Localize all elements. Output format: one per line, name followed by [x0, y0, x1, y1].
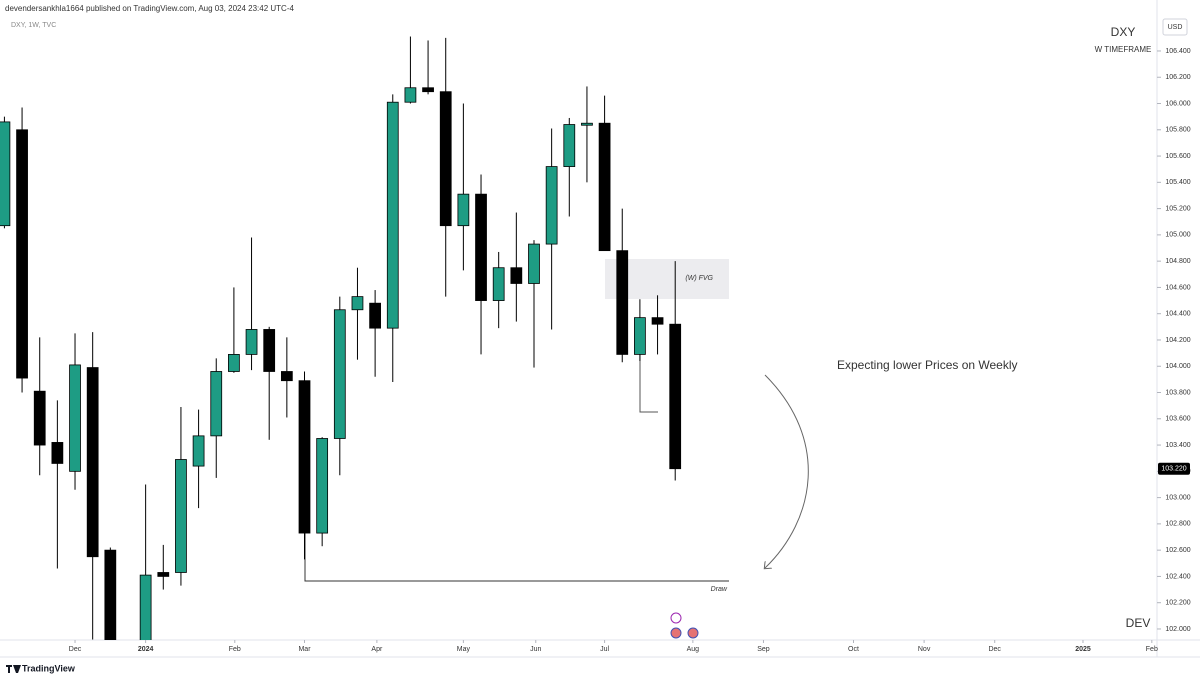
candle-body [16, 129, 28, 379]
candle-body [422, 87, 434, 93]
note: Expecting lower Prices on Weekly [837, 358, 1018, 372]
symbol-info: DXY, 1W, TVC [11, 22, 56, 29]
candle-body [545, 166, 558, 245]
candle-body [510, 267, 523, 284]
x-tick-label: Dec [69, 646, 82, 653]
event-icon[interactable] [670, 612, 682, 624]
candle-body [369, 302, 381, 329]
candle-body [404, 87, 417, 103]
candle-body [439, 91, 452, 227]
currency: USD [1168, 24, 1183, 31]
brand: TradingView [22, 663, 76, 673]
y-tick-label: 102.600 [1165, 547, 1190, 554]
candle-body [492, 267, 505, 301]
x-tick-label: Apr [371, 646, 383, 653]
candle-body [475, 193, 487, 301]
x-tick-label: Jul [600, 646, 609, 653]
candle-body [333, 309, 346, 439]
candle-body [210, 371, 223, 437]
candle-body [634, 317, 646, 355]
event-icon[interactable] [687, 627, 699, 639]
candle-body [33, 390, 46, 446]
logo [6, 665, 21, 673]
y-tick-label: 105.200 [1165, 205, 1190, 212]
candle-body [139, 574, 152, 640]
y-tick-label: 102.800 [1165, 521, 1190, 528]
y-tick-label: 105.600 [1165, 153, 1190, 160]
candle-body [245, 329, 258, 355]
y-tick-label: 104.600 [1165, 284, 1190, 291]
timeframe-note: W TIMEFRAME [1095, 45, 1152, 54]
candle-body [386, 101, 399, 329]
currency-box[interactable] [1162, 18, 1188, 36]
candle-body [69, 364, 81, 472]
x-tick-label: 2024 [138, 646, 154, 653]
candle-body [298, 380, 311, 534]
last-price-box [1158, 462, 1190, 475]
x-tick-label: Sep [757, 646, 770, 653]
candle-body [351, 296, 364, 311]
x-tick-label: Jun [530, 646, 541, 653]
candle-body [457, 193, 470, 227]
y-tick-label: 102.200 [1165, 600, 1190, 607]
y-tick-label: 106.400 [1165, 48, 1190, 55]
x-tick-label: Dec [988, 646, 1001, 653]
y-tick-label: 102.400 [1165, 573, 1190, 580]
y-tick-label: 106.000 [1165, 100, 1190, 107]
candle-body [157, 572, 170, 577]
candle-body [616, 250, 629, 355]
x-tick-label: Aug [687, 646, 700, 653]
candle-body [51, 442, 64, 464]
y-tick-label: 105.000 [1165, 232, 1190, 239]
y-tick-label: 104.400 [1165, 311, 1190, 318]
candle-body [598, 122, 611, 252]
candle-body [175, 459, 187, 573]
y-tick-label: 105.400 [1165, 179, 1190, 186]
candle-body [528, 243, 540, 284]
candle-body [228, 354, 240, 372]
fvg-label: (W) FVG [685, 275, 713, 282]
candle-body [581, 122, 593, 126]
author-tag: DEV [1126, 616, 1151, 630]
y-tick-label: 104.800 [1165, 258, 1190, 265]
y-tick-label: 105.800 [1165, 127, 1190, 134]
x-tick-label: Feb [1146, 646, 1158, 653]
candle-body [669, 323, 682, 470]
x-tick-label: 2025 [1075, 646, 1091, 653]
title: DXY [1111, 25, 1136, 39]
x-tick-label: Nov [918, 646, 931, 653]
candle-body [316, 438, 329, 534]
draw-label: Draw [711, 586, 728, 593]
y-tick-label: 103.800 [1165, 389, 1190, 396]
x-tick-label: Oct [848, 646, 859, 653]
candle-body [104, 549, 117, 640]
y-tick-label: 106.200 [1165, 74, 1190, 81]
arrow [765, 374, 809, 568]
y-tick-label: 103.600 [1165, 416, 1190, 423]
x-tick-label: Feb [229, 646, 241, 653]
candle-body [86, 367, 99, 558]
x-tick-label: Mar [298, 646, 311, 653]
y-tick-label: 103.000 [1165, 494, 1190, 501]
candle-body [563, 124, 576, 167]
candle-body [192, 435, 205, 467]
y-tick-label: 103.400 [1165, 442, 1190, 449]
measure-line [639, 355, 658, 413]
last-price-label: 103.220 [1161, 466, 1186, 473]
plot-area [0, 36, 682, 640]
y-tick-label: 104.000 [1165, 363, 1190, 370]
candle-body [651, 317, 664, 325]
x-tick-label: May [457, 646, 471, 653]
event-icon[interactable] [670, 627, 682, 639]
publisher: devendersankhla1664 published on Trading… [5, 4, 294, 13]
y-tick-label: 102.000 [1165, 626, 1190, 633]
candle-body [280, 371, 293, 382]
candle-body [263, 329, 276, 372]
candle-body [0, 121, 11, 227]
y-tick-label: 104.200 [1165, 337, 1190, 344]
